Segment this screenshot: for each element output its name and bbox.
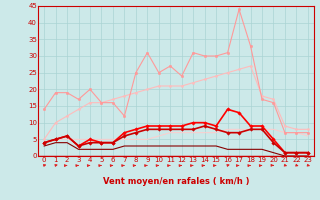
X-axis label: Vent moyen/en rafales ( km/h ): Vent moyen/en rafales ( km/h ) [103, 177, 249, 186]
